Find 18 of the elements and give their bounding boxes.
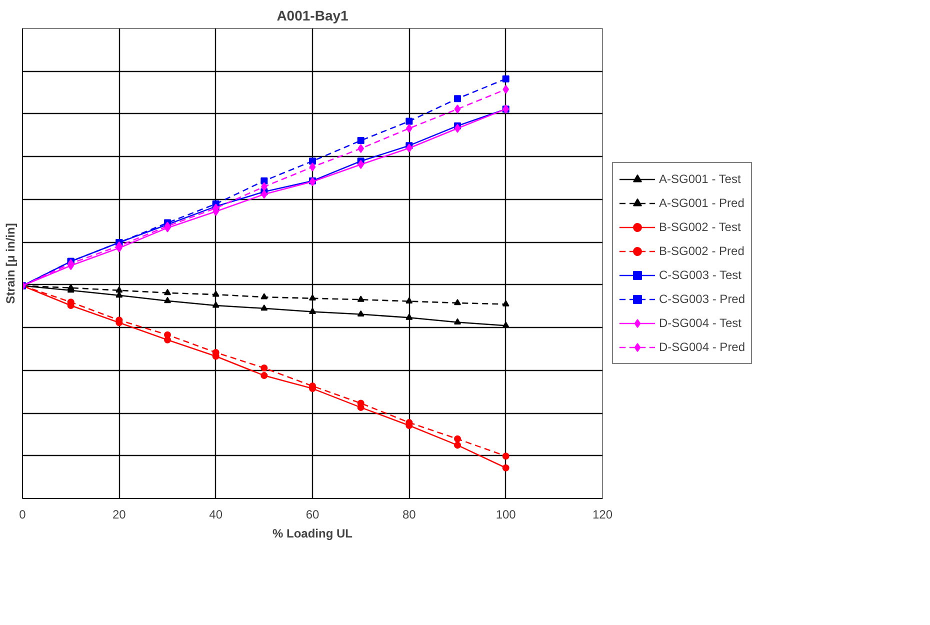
- x-tick-label: 100: [496, 508, 516, 522]
- x-tick-label: 120: [592, 508, 613, 522]
- legend-label: A-SG001 - Pred: [659, 196, 744, 210]
- legend-label: B-SG002 - Test: [659, 220, 741, 234]
- legend-label: A-SG001 - Test: [659, 172, 741, 186]
- legend-label: D-SG004 - Pred: [659, 340, 746, 354]
- x-tick-label: 20: [112, 508, 126, 522]
- legend-label: C-SG003 - Test: [659, 268, 742, 282]
- x-tick-label: 40: [209, 508, 223, 522]
- legend-label: D-SG004 - Test: [659, 316, 742, 330]
- x-tick-label: 60: [306, 508, 320, 522]
- legend-label: C-SG003 - Pred: [659, 292, 746, 306]
- x-tick-label: 0: [19, 508, 26, 522]
- x-tick-label: 80: [402, 508, 416, 522]
- chart-title: A001-Bay1: [276, 8, 349, 24]
- legend-label: B-SG002 - Pred: [659, 244, 744, 258]
- x-axis-title: % Loading UL: [272, 526, 353, 540]
- y-axis-title: Strain [μ in/in]: [4, 223, 18, 304]
